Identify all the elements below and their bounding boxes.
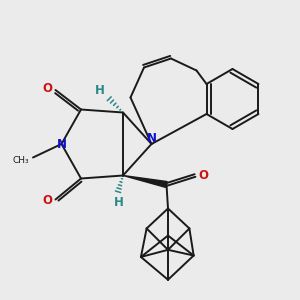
Text: O: O [198,169,208,182]
Text: O: O [42,194,52,208]
Text: CH₃: CH₃ [12,156,29,165]
Text: N: N [56,137,67,151]
Polygon shape [123,176,167,188]
Text: H: H [114,196,123,209]
Text: O: O [42,82,52,95]
Text: H: H [95,84,104,98]
Text: N: N [147,132,157,145]
